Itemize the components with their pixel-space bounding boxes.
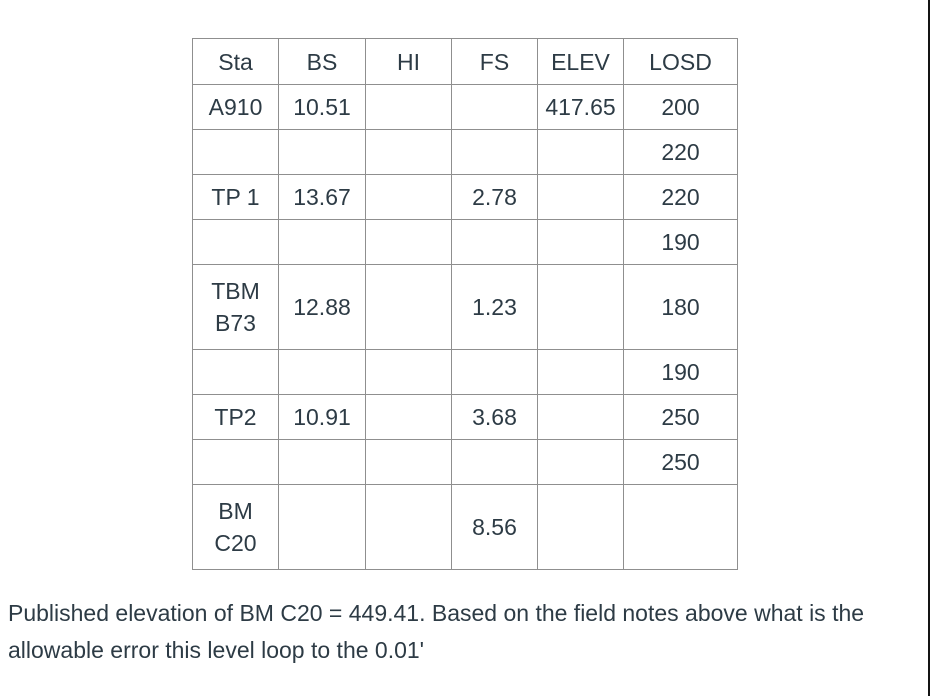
cell-fs bbox=[451, 84, 538, 130]
cell-bs: 10.51 bbox=[278, 84, 366, 130]
cell-fs bbox=[451, 219, 538, 265]
column-header-fs: FS bbox=[451, 38, 538, 85]
cell-sta: TBM B73 bbox=[192, 264, 279, 350]
column-header-elev: ELEV bbox=[537, 38, 624, 85]
cell-bs bbox=[278, 439, 366, 485]
question-text: Published elevation of BM C20 = 449.41. … bbox=[8, 600, 865, 663]
cell-bs bbox=[278, 219, 366, 265]
cell-losd: 180 bbox=[623, 264, 738, 350]
cell-losd: 190 bbox=[623, 349, 738, 395]
column-header-sta: Sta bbox=[192, 38, 279, 85]
cell-fs bbox=[451, 129, 538, 175]
cell-elev bbox=[537, 264, 624, 350]
cell-losd bbox=[623, 484, 738, 570]
cell-bs bbox=[278, 349, 366, 395]
table-header-row: Sta BS HI FS ELEV LOSD bbox=[192, 38, 738, 85]
cell-bs: 12.88 bbox=[278, 264, 366, 350]
cell-hi bbox=[365, 129, 452, 175]
cell-sta bbox=[192, 439, 279, 485]
cell-bs: 13.67 bbox=[278, 174, 366, 220]
cell-fs: 3.68 bbox=[451, 394, 538, 440]
cell-losd: 220 bbox=[623, 129, 738, 175]
cell-sta bbox=[192, 349, 279, 395]
cell-hi bbox=[365, 219, 452, 265]
cell-fs: 2.78 bbox=[451, 174, 538, 220]
table-row: A910 10.51 417.65 200 bbox=[192, 84, 738, 130]
cell-bs bbox=[278, 484, 366, 570]
table-row: 190 bbox=[192, 349, 738, 395]
cell-elev bbox=[537, 349, 624, 395]
cell-fs: 1.23 bbox=[451, 264, 538, 350]
column-header-hi: HI bbox=[365, 38, 452, 85]
cell-losd: 200 bbox=[623, 84, 738, 130]
cell-elev: 417.65 bbox=[537, 84, 624, 130]
cell-sta bbox=[192, 219, 279, 265]
cell-hi bbox=[365, 349, 452, 395]
cell-bs: 10.91 bbox=[278, 394, 366, 440]
cell-elev bbox=[537, 394, 624, 440]
cell-sta: TP 1 bbox=[192, 174, 279, 220]
cell-losd: 250 bbox=[623, 394, 738, 440]
column-header-bs: BS bbox=[278, 38, 366, 85]
window-edge-line bbox=[928, 0, 930, 696]
table-row: 250 bbox=[192, 439, 738, 485]
cell-hi bbox=[365, 439, 452, 485]
cell-fs bbox=[451, 349, 538, 395]
table-row: TP 1 13.67 2.78 220 bbox=[192, 174, 738, 220]
cell-fs bbox=[451, 439, 538, 485]
cell-hi bbox=[365, 174, 452, 220]
cell-bs bbox=[278, 129, 366, 175]
table-row: BM C20 8.56 bbox=[192, 484, 738, 570]
cell-sta: TP2 bbox=[192, 394, 279, 440]
cell-elev bbox=[537, 219, 624, 265]
cell-hi bbox=[365, 484, 452, 570]
cell-sta bbox=[192, 129, 279, 175]
cell-losd: 190 bbox=[623, 219, 738, 265]
column-header-losd: LOSD bbox=[623, 38, 738, 85]
cell-losd: 250 bbox=[623, 439, 738, 485]
cell-sta: BM C20 bbox=[192, 484, 279, 570]
cell-hi bbox=[365, 264, 452, 350]
cell-elev bbox=[537, 174, 624, 220]
cell-fs: 8.56 bbox=[451, 484, 538, 570]
cell-elev bbox=[537, 129, 624, 175]
cell-hi bbox=[365, 84, 452, 130]
level-field-notes-table: Sta BS HI FS ELEV LOSD A910 10.51 417.65… bbox=[192, 38, 738, 570]
table-row: TP2 10.91 3.68 250 bbox=[192, 394, 738, 440]
table-row: TBM B73 12.88 1.23 180 bbox=[192, 264, 738, 350]
cell-sta: A910 bbox=[192, 84, 279, 130]
table-row: 220 bbox=[192, 129, 738, 175]
cell-elev bbox=[537, 439, 624, 485]
cell-hi bbox=[365, 394, 452, 440]
table-row: 190 bbox=[192, 219, 738, 265]
cell-elev bbox=[537, 484, 624, 570]
cell-losd: 220 bbox=[623, 174, 738, 220]
